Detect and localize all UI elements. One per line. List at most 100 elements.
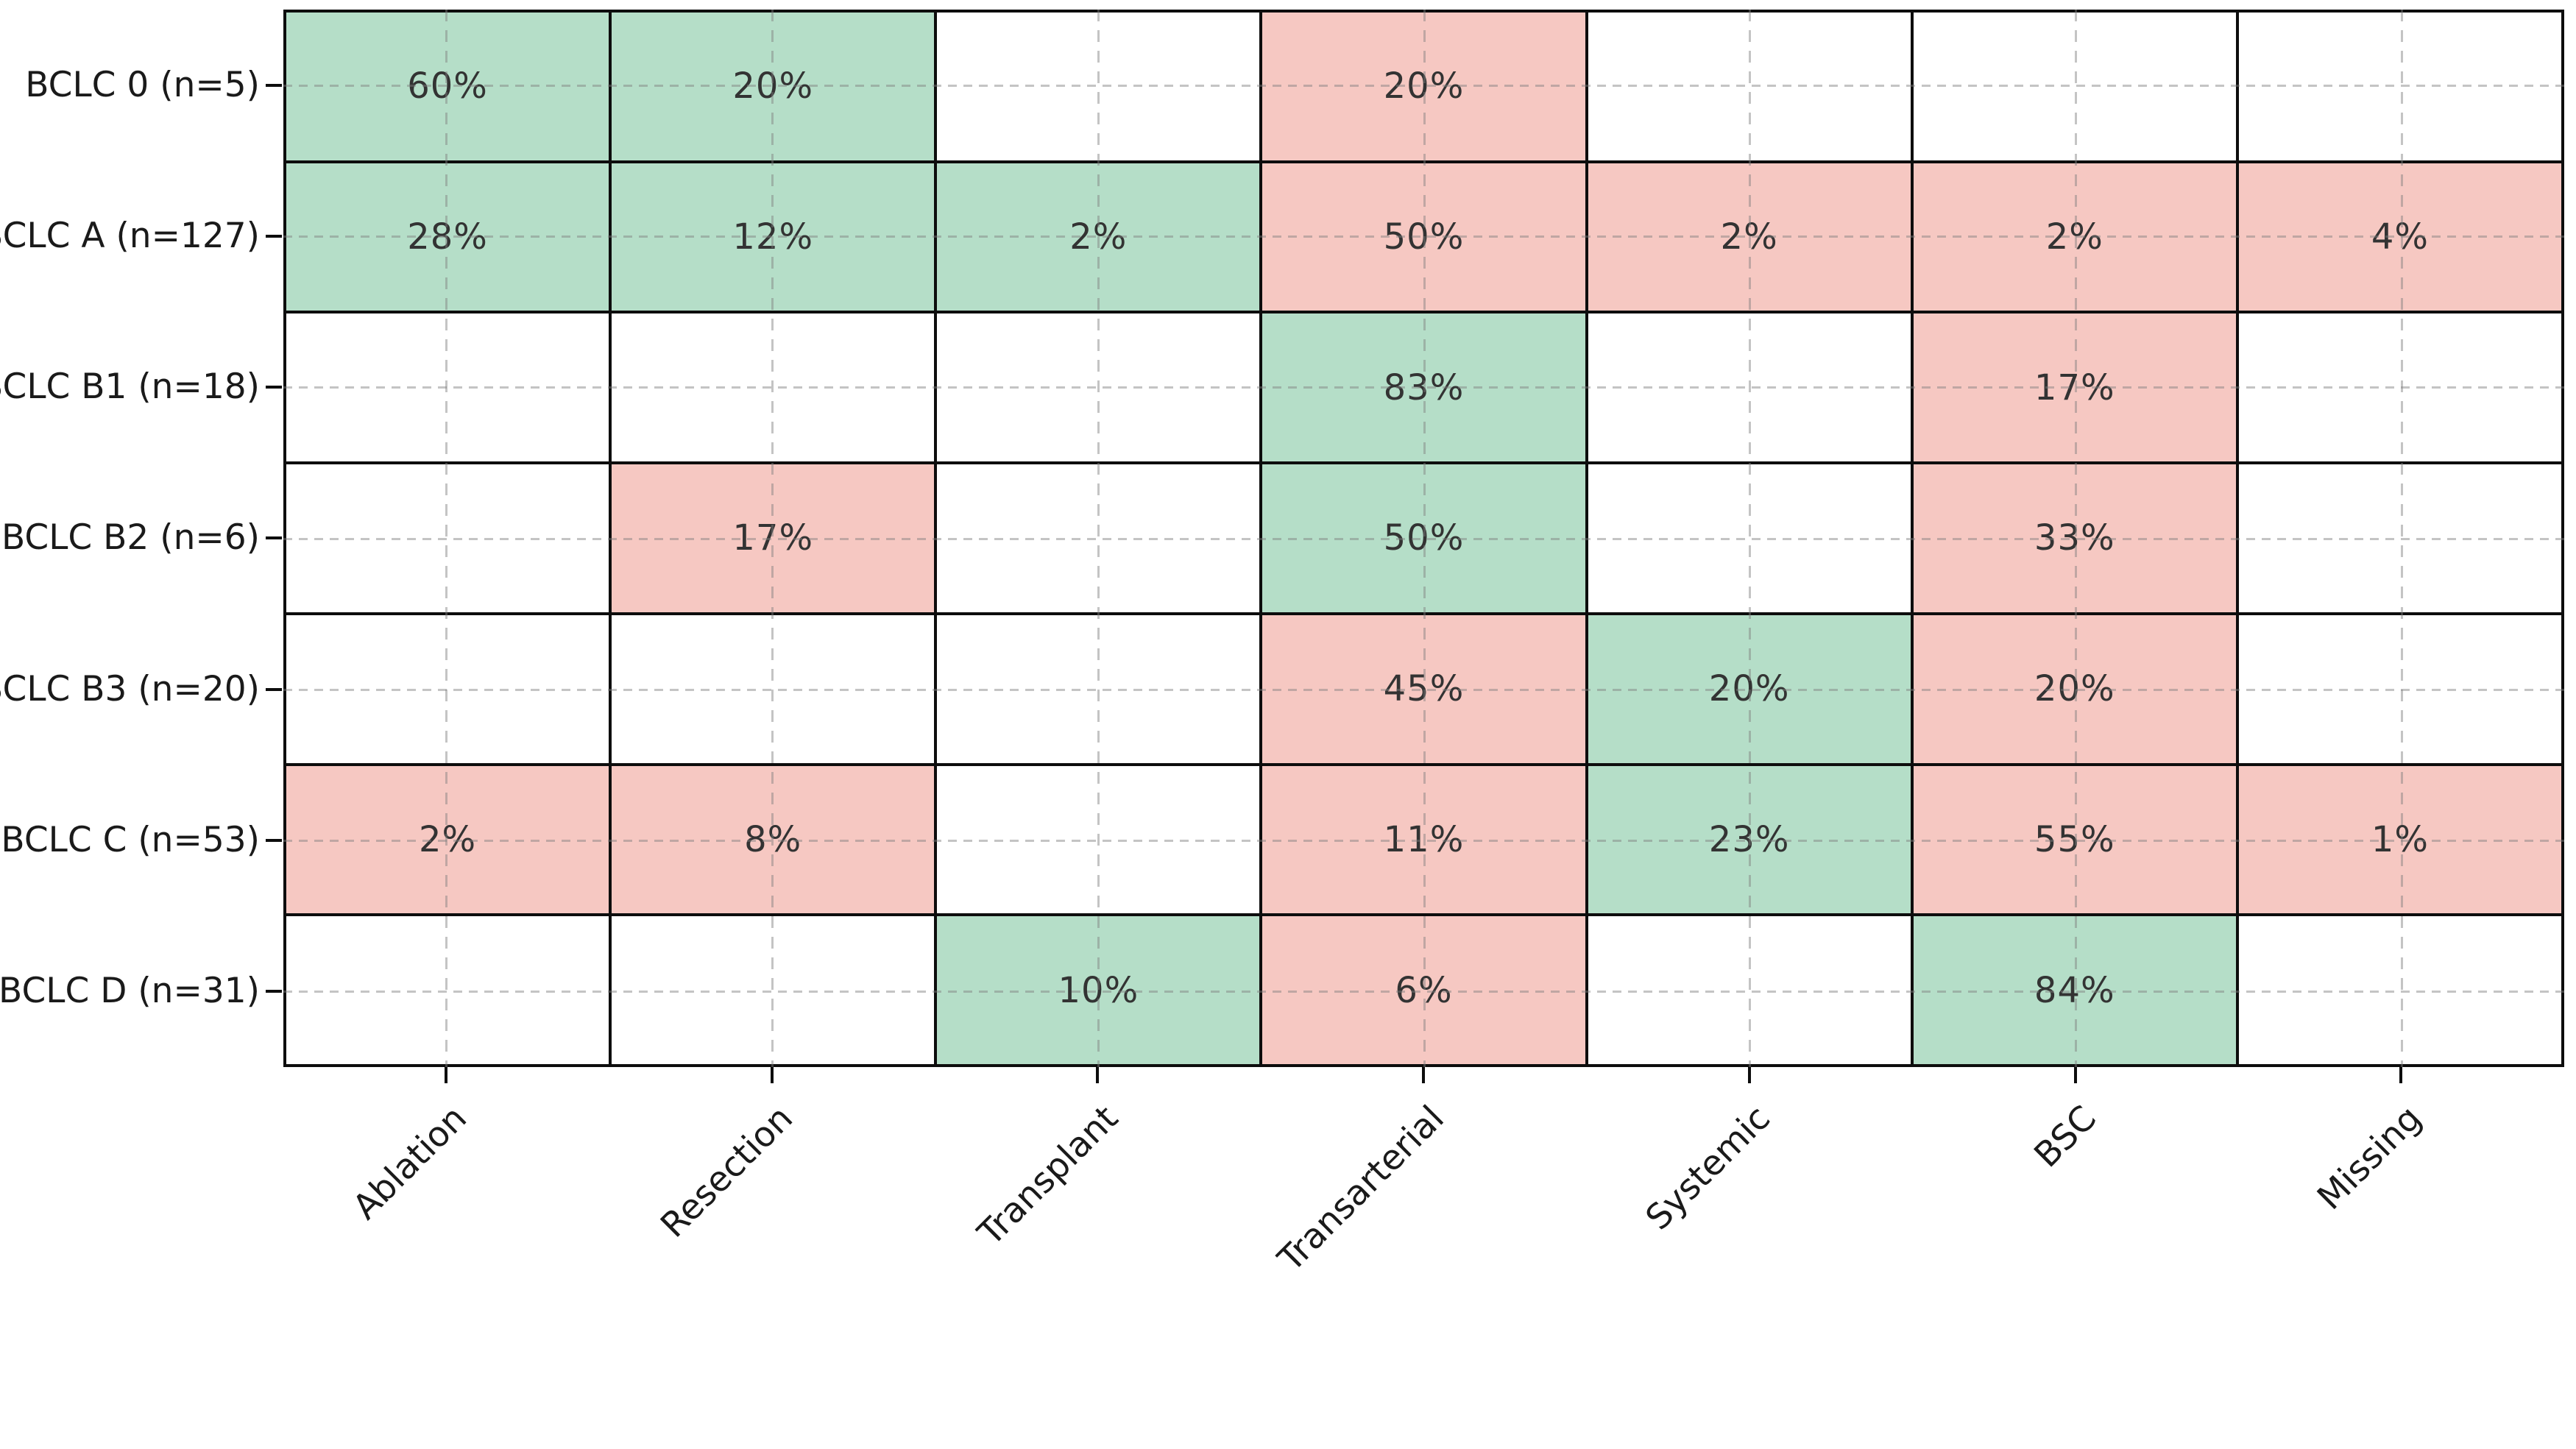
cell-bclcA-ablation: 28% <box>283 160 612 314</box>
cell-bclcB2-resection: 17% <box>609 461 938 615</box>
cell-bclc0-ablation: 60% <box>283 10 612 163</box>
cell-bclcA-transplant: 2% <box>934 160 1263 314</box>
cell-bclcB3-missing <box>2235 612 2565 766</box>
heatmap-row-bclcB1: 83% 17% <box>283 311 2565 465</box>
cell-bclcA-resection: 12% <box>609 160 938 314</box>
cell-value: 2% <box>1069 216 1128 258</box>
cell-bclcB1-transplant <box>934 311 1263 465</box>
cell-bclcB2-transplant <box>934 461 1263 615</box>
y-tick-label-bclc0: BCLC 0 (n=5) <box>25 65 260 105</box>
cell-value: 28% <box>407 216 488 258</box>
cell-value: 50% <box>1383 216 1465 258</box>
cell-value: 84% <box>2034 969 2115 1011</box>
y-tick-mark <box>266 839 282 842</box>
y-tick-mark <box>266 84 282 87</box>
cell-bclcC-transplant <box>934 762 1263 917</box>
y-tick-label-bclcD: BCLC D (n=31) <box>0 971 260 1011</box>
cell-bclcB1-transarterial: 83% <box>1259 311 1588 465</box>
cell-value: 20% <box>732 65 814 107</box>
cell-bclcD-transplant: 10% <box>934 913 1263 1067</box>
x-tick-mark <box>1096 1067 1099 1083</box>
cell-bclc0-transplant <box>934 10 1263 163</box>
cell-bclcA-bsc: 2% <box>1910 160 2239 314</box>
cell-bclcC-transarterial: 11% <box>1259 762 1588 917</box>
x-tick-label-bsc: BSC <box>2026 1098 2104 1176</box>
cell-bclcA-systemic: 2% <box>1585 160 1914 314</box>
cell-bclcC-systemic: 23% <box>1585 762 1914 917</box>
cell-value: 20% <box>2034 668 2115 710</box>
cell-value: 83% <box>1383 366 1465 408</box>
cell-bclcD-ablation <box>283 913 612 1067</box>
cell-bclc0-missing <box>2235 10 2565 163</box>
y-tick-mark <box>266 235 282 238</box>
y-tick-mark <box>266 688 282 691</box>
cell-value: 2% <box>2045 216 2103 258</box>
cell-bclcC-bsc: 55% <box>1910 762 2239 917</box>
cell-bclcB3-systemic: 20% <box>1585 612 1914 766</box>
heatmap-row-bclcA: 28% 12% 2% 50% 2% 2% 4% <box>283 160 2565 314</box>
cell-value: 10% <box>1058 969 1139 1011</box>
x-tick-mark <box>771 1067 774 1083</box>
cell-value: 6% <box>1395 969 1453 1011</box>
x-tick-mark <box>1422 1067 1425 1083</box>
cell-value: 60% <box>407 65 488 107</box>
cell-value: 12% <box>732 216 814 258</box>
cell-bclcD-systemic <box>1585 913 1914 1067</box>
heatmap-row-bclcD: 10% 6% 84% <box>283 913 2565 1067</box>
y-tick-mark <box>266 536 282 539</box>
heatmap-table: 60% 20% 20% 28% 12% 2% 50% 2% 2% 4% 83% … <box>283 10 2565 1067</box>
x-tick-label-resection: Resection <box>653 1098 801 1246</box>
heatmap-row-bclcB2: 17% 50% 33% <box>283 461 2565 615</box>
heatmap-row-bclcB3: 45% 20% 20% <box>283 612 2565 766</box>
cell-bclcB2-missing <box>2235 461 2565 615</box>
cell-bclcC-missing: 1% <box>2235 762 2565 917</box>
x-tick-label-transplant: Transplant <box>970 1098 1126 1254</box>
cell-bclcB1-systemic <box>1585 311 1914 465</box>
cell-bclcB3-transarterial: 45% <box>1259 612 1588 766</box>
cell-bclc0-systemic <box>1585 10 1914 163</box>
cell-value: 20% <box>1383 65 1465 107</box>
cell-value: 8% <box>744 818 802 860</box>
y-tick-label-bclcB2: BCLC B2 (n=6) <box>1 517 260 558</box>
cell-bclcB1-resection <box>609 311 938 465</box>
cell-value: 17% <box>732 517 814 559</box>
x-tick-label-missing: Missing <box>2310 1098 2430 1218</box>
cell-bclcB1-missing <box>2235 311 2565 465</box>
x-tick-mark <box>2074 1067 2077 1083</box>
cell-value: 2% <box>1720 216 1778 258</box>
cell-bclcA-missing: 4% <box>2235 160 2565 314</box>
cell-bclcB1-ablation <box>283 311 612 465</box>
cell-bclc0-transarterial: 20% <box>1259 10 1588 163</box>
y-tick-label-bclcB3: BCLC B3 (n=20) <box>0 669 260 709</box>
cell-value: 23% <box>1708 818 1790 860</box>
cell-value: 2% <box>418 818 477 860</box>
cell-value: 1% <box>2371 818 2429 860</box>
cell-bclcB3-bsc: 20% <box>1910 612 2239 766</box>
cell-bclcB3-ablation <box>283 612 612 766</box>
cell-bclcB1-bsc: 17% <box>1910 311 2239 465</box>
cell-value: 11% <box>1383 818 1465 860</box>
cell-value: 4% <box>2371 216 2429 258</box>
y-tick-label-bclcA: BCLC A (n=127) <box>0 216 260 256</box>
cell-bclcB3-resection <box>609 612 938 766</box>
x-tick-mark <box>1748 1067 1751 1083</box>
x-tick-label-systemic: Systemic <box>1638 1098 1778 1239</box>
cell-bclcB2-ablation <box>283 461 612 615</box>
cell-bclcB2-systemic <box>1585 461 1914 615</box>
cell-bclcD-resection <box>609 913 938 1067</box>
cell-bclcD-missing <box>2235 913 2565 1067</box>
cell-bclcB3-transplant <box>934 612 1263 766</box>
heatmap-row-bclc0: 60% 20% 20% <box>283 10 2565 163</box>
y-tick-label-bclcC: BCLC C (n=53) <box>1 820 260 860</box>
cell-value: 20% <box>1708 668 1790 710</box>
cell-value: 50% <box>1383 517 1465 559</box>
y-tick-label-bclcB1: BCLC B1 (n=18) <box>0 366 260 407</box>
plot-area: 60% 20% 20% 28% 12% 2% 50% 2% 2% 4% 83% … <box>283 10 2565 1067</box>
x-tick-label-ablation: Ablation <box>344 1098 475 1227</box>
cell-bclcB2-bsc: 33% <box>1910 461 2239 615</box>
cell-value: 55% <box>2034 818 2115 860</box>
cell-value: 45% <box>1383 668 1465 710</box>
x-tick-mark <box>2399 1067 2402 1083</box>
cell-bclcC-ablation: 2% <box>283 762 612 917</box>
cell-bclcA-transarterial: 50% <box>1259 160 1588 314</box>
